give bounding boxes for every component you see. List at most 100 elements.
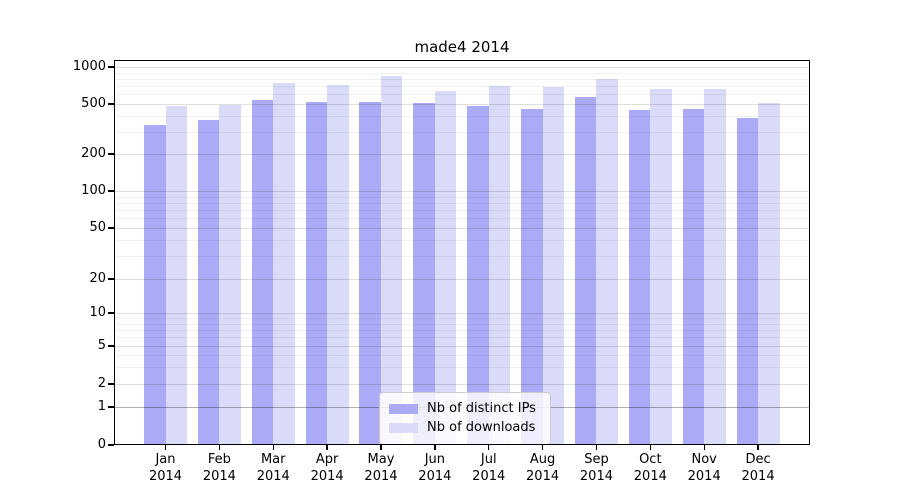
bar-downloads-jul [488,86,511,445]
bar-distinct-ips-jan [144,125,166,445]
legend-item-downloads: Nb of downloads [389,418,540,437]
y-tick-mark [108,103,114,105]
x-tick-label-jan: Jan 2014 [148,452,183,484]
y-tick-label: 2 [97,375,106,391]
x-tick-label-aug: Aug 2014 [526,452,560,484]
gridline-minor [114,116,810,118]
gridline-minor [114,202,810,204]
x-tick-mark [272,445,274,450]
chart-title: made4 2014 [414,38,510,56]
y-tick-label: 200 [81,145,106,161]
y-tick-label: 0 [97,436,106,452]
x-tick-mark [488,445,490,450]
y-tick-label: 1 [97,398,106,414]
x-tick-mark [757,445,759,450]
bar-downloads-sep [596,78,618,445]
bar-downloads-aug [542,86,565,445]
gridline-major [114,346,810,347]
gridline-major [114,104,810,105]
bar-downloads-mar [273,82,295,445]
x-tick-label-nov: Nov 2014 [687,452,721,484]
bar-distinct-ips-jul [467,106,489,445]
bar-downloads-may [380,76,403,445]
gridline-minor [114,240,810,242]
gridline-minor [114,355,810,357]
bar-distinct-ips-mar [251,99,274,445]
y-tick-label: 20 [89,270,106,286]
gridline-major [114,191,810,192]
y-tick-label: 100 [81,182,106,198]
y-tick-mark [108,345,114,347]
gridline-major [114,384,810,385]
gridline-minor [114,72,810,74]
gridline-minor [114,256,810,258]
gridline-minor [114,196,810,198]
bar-distinct-ips-feb [197,120,220,445]
gridline-minor [114,329,810,331]
plot-area [114,60,810,445]
bar-downloads-feb [219,105,241,445]
bar-downloads-jun [434,90,457,445]
bar-downloads-jan [165,105,187,445]
bar-distinct-ips-oct [628,109,651,445]
x-tick-mark [218,445,221,450]
bar-distinct-ips-jun [413,102,435,445]
x-tick-mark [595,445,598,450]
bar-distinct-ips-dec [736,118,759,445]
y-tick-mark [108,66,114,68]
x-tick-mark [434,445,436,450]
legend: Nb of distinct IPs Nb of downloads [379,392,551,445]
y-tick-mark [108,278,114,280]
gridline-minor [114,78,810,80]
bar-downloads-nov [704,89,726,445]
y-tick-mark [108,153,114,155]
gridline-minor [114,218,810,220]
y-tick-mark [108,190,114,192]
legend-swatch-downloads [389,422,418,433]
bar-downloads-oct [650,89,672,445]
x-tick-mark [380,445,382,450]
y-tick-label: 5 [97,337,106,353]
x-tick-label-oct: Oct 2014 [633,452,667,484]
gridline-minor [114,131,810,133]
x-tick-mark [703,445,705,450]
x-tick-label-may: May 2014 [364,452,398,484]
gridline-minor [114,86,810,88]
bar-downloads-dec [758,102,780,445]
y-tick-mark [108,227,114,229]
legend-item-distinct-ips: Nb of distinct IPs [389,399,540,418]
x-tick-label-mar: Mar 2014 [256,452,290,484]
gridline-major [114,228,810,229]
bar-distinct-ips-sep [574,97,597,445]
y-tick-mark [108,383,114,385]
legend-label-distinct-ips: Nb of distinct IPs [427,401,536,416]
gridline-minor [114,94,810,96]
gridline-minor [114,323,810,325]
x-tick-label-sep: Sep 2014 [579,452,613,484]
x-tick-label-feb: Feb 2014 [202,452,236,484]
gridline-minor [114,318,810,320]
legend-label-downloads: Nb of downloads [427,420,536,435]
y-tick-label: 10 [89,304,106,320]
bar-distinct-ips-apr [305,102,328,445]
y-tick-mark [108,406,114,408]
x-tick-label-apr: Apr 2014 [310,452,344,484]
x-tick-label-jul: Jul 2014 [472,452,506,484]
gridline-major [114,154,810,155]
gridline-major [114,279,810,280]
bar-downloads-apr [327,85,349,445]
bar-distinct-ips-aug [521,109,543,445]
y-tick-label: 1000 [72,58,106,74]
gridline-major [114,313,810,314]
gridline-minor [114,337,810,339]
y-tick-mark [108,444,114,446]
bar-distinct-ips-may [359,102,381,445]
y-tick-mark [108,312,114,314]
legend-swatch-distinct-ips [389,403,418,414]
x-tick-label-jun: Jun 2014 [418,452,452,484]
x-tick-mark [541,445,544,450]
x-tick-label-dec: Dec 2014 [741,452,775,484]
gridline-minor [114,367,810,369]
x-tick-mark [164,445,167,450]
y-tick-label: 500 [81,95,106,111]
